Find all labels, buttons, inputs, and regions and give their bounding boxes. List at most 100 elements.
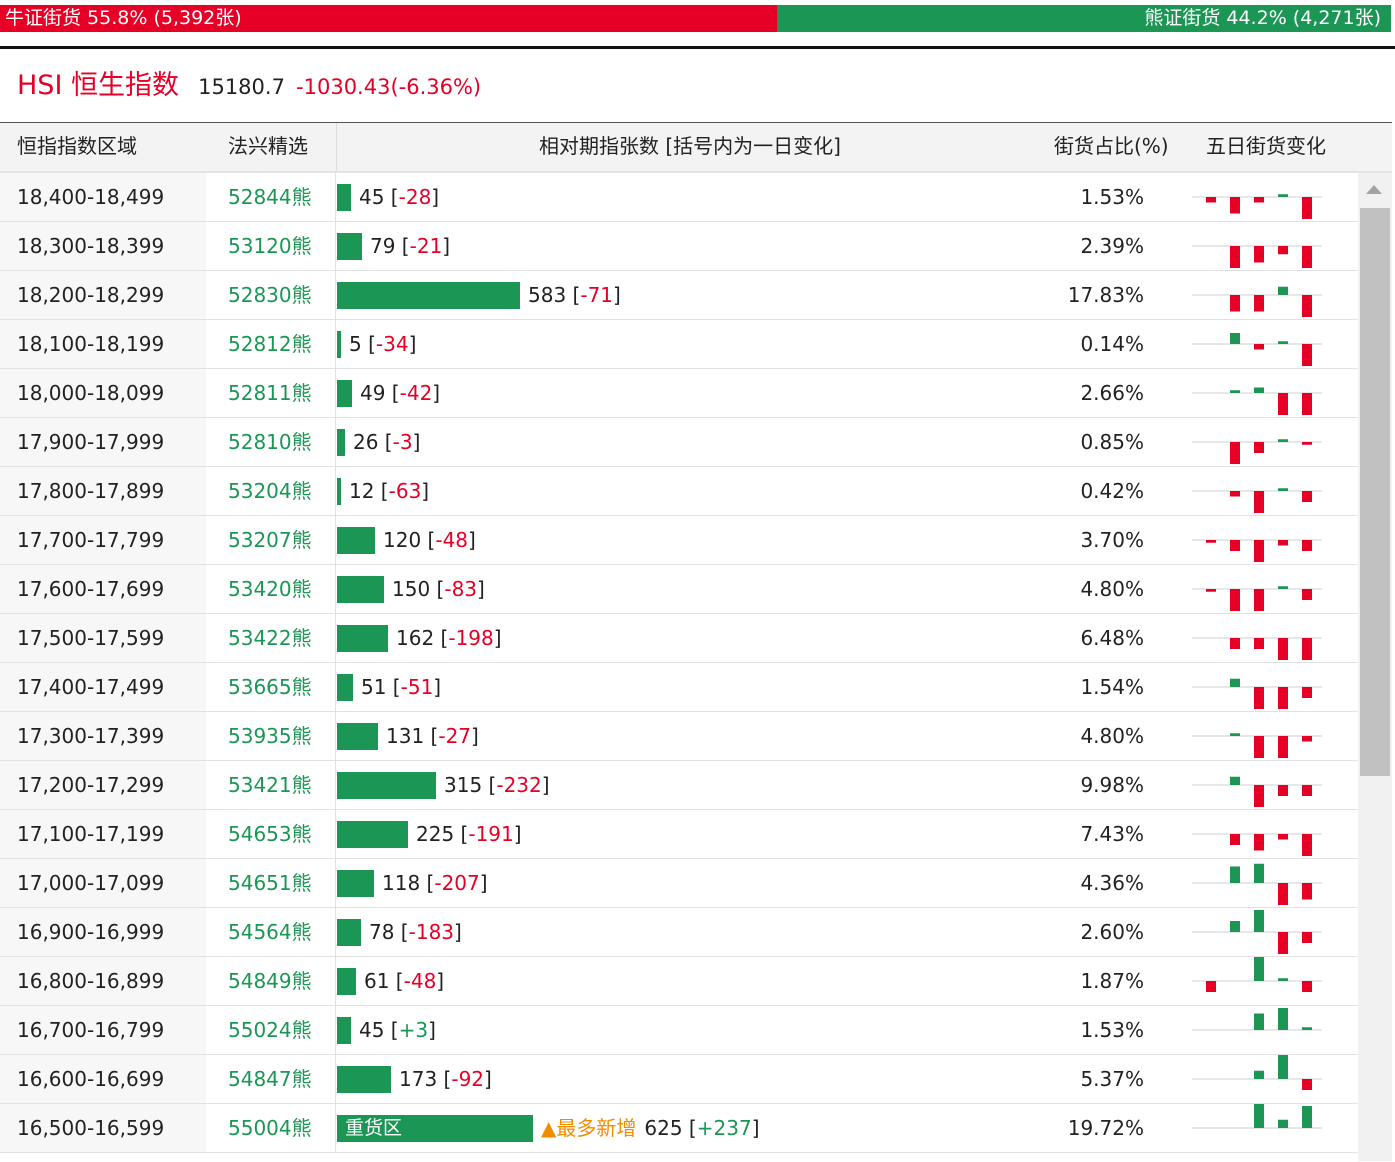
- count-text: 61 [-48]: [364, 969, 445, 993]
- share-cell: 2.60%: [1080, 920, 1144, 944]
- trend-bar: [1230, 733, 1240, 736]
- count-value: 26: [353, 430, 379, 454]
- trend-sparkline: [1192, 439, 1322, 464]
- count-bar: [337, 674, 353, 701]
- pick-warrant-link[interactable]: 54849熊: [228, 969, 312, 993]
- share-cell: 19.72%: [1067, 1116, 1144, 1140]
- pick-warrant-link[interactable]: 54564熊: [228, 920, 312, 944]
- column-divider: [335, 663, 336, 711]
- pick-warrant-link[interactable]: 53420熊: [228, 577, 312, 601]
- share-cell: 1.53%: [1080, 185, 1144, 209]
- count-change: -191: [468, 822, 514, 846]
- count-text: 120 [-48]: [383, 528, 476, 552]
- count-value: 173: [399, 1067, 438, 1091]
- pick-warrant-link[interactable]: 55024熊: [228, 1018, 312, 1042]
- count-bar: [337, 870, 374, 897]
- trend-bar: [1278, 785, 1288, 796]
- count-value: 61: [364, 969, 390, 993]
- count-bar: [337, 919, 361, 946]
- count-change: -48: [403, 969, 437, 993]
- share-cell: 1.53%: [1080, 1018, 1144, 1042]
- count-change: -207: [434, 871, 480, 895]
- pick-warrant-link[interactable]: 53204熊: [228, 479, 312, 503]
- count-change: -21: [409, 234, 443, 258]
- count-bar: [337, 478, 341, 505]
- column-divider: [335, 565, 336, 613]
- count-change: -183: [408, 920, 455, 944]
- pick-warrant-link[interactable]: 52810熊: [228, 430, 312, 454]
- table-row: 17,600-17,699 53420熊 150 [-83] 4.80%: [0, 565, 1358, 614]
- trend-bar: [1278, 194, 1288, 197]
- trend-bar: [1302, 344, 1312, 366]
- count-text: 5 [-34]: [349, 332, 417, 356]
- header-count: 相对期指张数 [括号内为一日变化]: [336, 123, 1043, 171]
- trend-bar: [1302, 246, 1312, 268]
- count-value: 162: [396, 626, 435, 650]
- vertical-scrollbar[interactable]: [1358, 173, 1392, 1161]
- range-cell: 17,900-17,999: [0, 418, 206, 466]
- count-text: 45 [-28]: [359, 185, 440, 209]
- pick-warrant-link[interactable]: 55004熊: [228, 1116, 312, 1140]
- trend-sparkline: [1192, 387, 1322, 415]
- table-row: 18,000-18,099 52811熊 49 [-42] 2.66%: [0, 369, 1358, 418]
- trend-bar: [1254, 344, 1264, 350]
- pick-warrant-link[interactable]: 54653熊: [228, 822, 312, 846]
- count-value: 625: [644, 1116, 683, 1140]
- range-cell: 17,000-17,099: [0, 859, 206, 907]
- pick-warrant-link[interactable]: 53421熊: [228, 773, 312, 797]
- column-divider: [335, 810, 336, 858]
- trend-bar: [1230, 246, 1240, 268]
- range-cell: 17,600-17,699: [0, 565, 206, 613]
- range-cell: 17,300-17,399: [0, 712, 206, 760]
- pick-warrant-link[interactable]: 53120熊: [228, 234, 312, 258]
- pick-warrant-link[interactable]: 53935熊: [228, 724, 312, 748]
- trend-bar: [1278, 687, 1288, 709]
- trend-bar: [1302, 736, 1312, 742]
- column-divider: [335, 222, 336, 270]
- scroll-thumb[interactable]: [1360, 208, 1390, 776]
- trend-bar: [1254, 736, 1264, 758]
- table-row: 17,900-17,999 52810熊 26 [-3] 0.85%: [0, 418, 1358, 467]
- pick-warrant-link[interactable]: 53422熊: [228, 626, 312, 650]
- trend-bar: [1254, 687, 1264, 709]
- pick-warrant-link[interactable]: 53665熊: [228, 675, 312, 699]
- index-change: -1030.43(-6.36%): [296, 75, 482, 99]
- range-cell: 17,200-17,299: [0, 761, 206, 809]
- trend-bar: [1278, 932, 1288, 954]
- trend-bar: [1302, 540, 1312, 551]
- pick-warrant-link[interactable]: 52830熊: [228, 283, 312, 307]
- share-cell: 1.54%: [1080, 675, 1144, 699]
- trend-bar: [1206, 197, 1216, 203]
- pick-warrant-link[interactable]: 52812熊: [228, 332, 312, 356]
- column-divider: [335, 1006, 336, 1054]
- pick-warrant-link[interactable]: 54847熊: [228, 1067, 312, 1091]
- pick-warrant-link[interactable]: 54651熊: [228, 871, 312, 895]
- count-text: 12 [-63]: [349, 479, 430, 503]
- count-change: -42: [399, 381, 433, 405]
- count-text: 26 [-3]: [353, 430, 421, 454]
- trend-sparkline: [1192, 957, 1322, 992]
- trend-bar: [1230, 540, 1240, 551]
- table-row: 18,200-18,299 52830熊 583 [-71] 17.83%: [0, 271, 1358, 320]
- count-value: 315: [444, 773, 483, 797]
- table-row: 18,100-18,199 52812熊 5 [-34] 0.14%: [0, 320, 1358, 369]
- table-header: 恒指指数区域 法兴精选 相对期指张数 [括号内为一日变化] 街货占比(%) 五日…: [0, 123, 1392, 173]
- share-cell: 9.98%: [1080, 773, 1144, 797]
- pick-warrant-link[interactable]: 52811熊: [228, 381, 312, 405]
- trend-bar: [1278, 978, 1288, 981]
- pick-warrant-link[interactable]: 53207熊: [228, 528, 312, 552]
- trend-bar: [1254, 295, 1264, 312]
- count-change: -83: [444, 577, 478, 601]
- column-divider: [335, 173, 336, 221]
- pick-warrant-link[interactable]: 52844熊: [228, 185, 312, 209]
- trend-bar: [1278, 393, 1288, 415]
- range-cell: 17,400-17,499: [0, 663, 206, 711]
- scroll-up-arrow-icon[interactable]: [1366, 185, 1382, 194]
- column-divider: [335, 320, 336, 368]
- trend-bar: [1254, 863, 1264, 883]
- trend-bar: [1302, 883, 1312, 900]
- range-cell: 17,700-17,799: [0, 516, 206, 564]
- count-bar: [337, 821, 408, 848]
- trend-bar: [1254, 540, 1264, 562]
- range-cell: 18,400-18,499: [0, 173, 206, 221]
